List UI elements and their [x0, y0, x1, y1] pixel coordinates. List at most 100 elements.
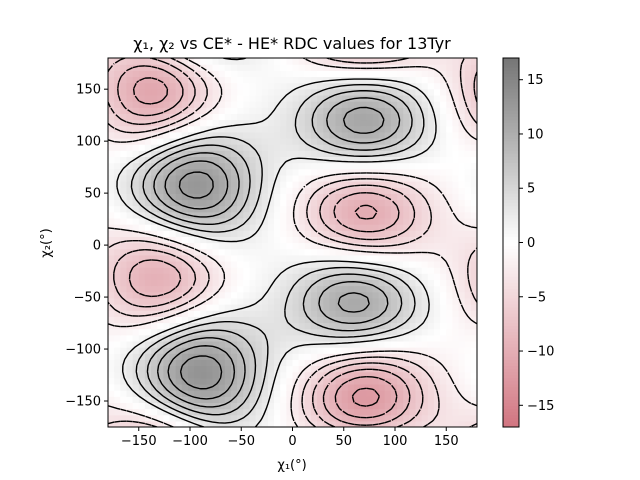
heat-cell	[360, 58, 367, 65]
heat-cell	[452, 162, 460, 170]
heat-cell	[218, 150, 226, 157]
heat-cell	[163, 205, 171, 213]
heat-cell	[286, 242, 294, 250]
heat-cell	[255, 359, 263, 367]
heat-cell	[329, 304, 337, 311]
heat-cell	[298, 420, 306, 427]
heat-cell	[163, 193, 171, 201]
heat-cell	[224, 297, 232, 305]
heat-cell	[286, 76, 294, 84]
heat-cell	[341, 224, 349, 231]
heat-cell	[384, 248, 392, 256]
heat-cell	[329, 414, 337, 422]
heat-cell	[427, 396, 435, 403]
heat-cell	[390, 88, 398, 96]
heat-cell	[317, 408, 324, 416]
heat-cell	[181, 408, 189, 416]
heat-cell	[151, 365, 158, 373]
heat-cell	[323, 125, 330, 133]
heat-cell	[206, 82, 214, 90]
heat-cell	[218, 359, 226, 367]
heat-cell	[108, 371, 115, 379]
heat-cell	[310, 390, 318, 397]
heat-cell	[335, 88, 343, 96]
heat-cell	[458, 242, 466, 250]
heat-cell	[249, 137, 257, 145]
heat-cell	[397, 193, 404, 201]
heat-cell	[218, 291, 226, 299]
heat-cell	[360, 322, 367, 330]
heat-cell	[206, 156, 214, 164]
heat-cell	[187, 70, 195, 78]
colorbar-band	[503, 119, 519, 124]
heat-cell	[151, 273, 158, 280]
heat-cell	[446, 273, 453, 280]
heat-cell	[452, 396, 460, 403]
heat-cell	[126, 193, 134, 201]
heat-cell	[304, 131, 312, 139]
heat-cell	[452, 181, 460, 188]
heat-cell	[261, 144, 269, 151]
heat-cell	[304, 82, 312, 90]
heat-cell	[360, 316, 367, 324]
heat-cell	[470, 70, 477, 78]
heat-cell	[175, 390, 183, 397]
heat-cell	[163, 181, 171, 188]
heat-cell	[194, 131, 201, 139]
heat-cell	[304, 242, 312, 250]
heat-cell	[458, 273, 466, 280]
heat-cell	[310, 291, 318, 299]
heat-cell	[255, 396, 263, 403]
heat-cell	[169, 279, 177, 287]
heat-cell	[421, 107, 429, 114]
colorbar-band	[503, 196, 519, 200]
heat-cell	[329, 211, 337, 219]
heat-cell	[310, 254, 318, 262]
heat-cell	[181, 131, 189, 139]
heat-cell	[138, 224, 146, 231]
heat-cell	[390, 230, 398, 237]
heat-cell	[427, 420, 435, 427]
heat-cell	[144, 383, 152, 391]
heat-cell	[255, 211, 263, 219]
heat-cell	[181, 168, 189, 176]
heat-cell	[206, 119, 214, 127]
heat-cell	[120, 150, 128, 157]
heat-cell	[341, 371, 349, 379]
heat-cell	[169, 236, 177, 244]
heat-cell	[249, 334, 257, 342]
heat-cell	[280, 310, 287, 317]
heat-cell	[409, 322, 417, 330]
heat-cell	[206, 211, 214, 219]
heat-cell	[452, 144, 460, 151]
heat-cell	[403, 205, 410, 213]
heat-cell	[126, 402, 134, 410]
heat-cell	[354, 150, 361, 157]
heat-cell	[243, 328, 251, 336]
heat-cell	[464, 359, 472, 367]
heat-cell	[181, 236, 189, 244]
heat-cell	[108, 334, 115, 342]
heat-cell	[310, 304, 318, 311]
heat-cell	[341, 242, 349, 250]
heat-cell	[452, 101, 460, 108]
heat-cell	[218, 224, 226, 231]
heat-cell	[446, 377, 453, 385]
heat-cell	[286, 181, 294, 188]
heat-cell	[212, 94, 220, 102]
heat-cell	[187, 322, 195, 330]
heat-cell	[286, 187, 294, 194]
heat-cell	[157, 193, 164, 201]
heat-cell	[347, 199, 355, 207]
heat-cell	[464, 76, 472, 84]
heat-cell	[464, 168, 472, 176]
heat-cell	[458, 88, 466, 96]
heat-cell	[366, 291, 374, 299]
heat-cell	[243, 76, 251, 84]
x-tick-label: −150	[121, 434, 157, 449]
heat-cell	[403, 199, 410, 207]
heat-cell	[157, 365, 164, 373]
heat-cell	[427, 131, 435, 139]
heat-cell	[347, 242, 355, 250]
